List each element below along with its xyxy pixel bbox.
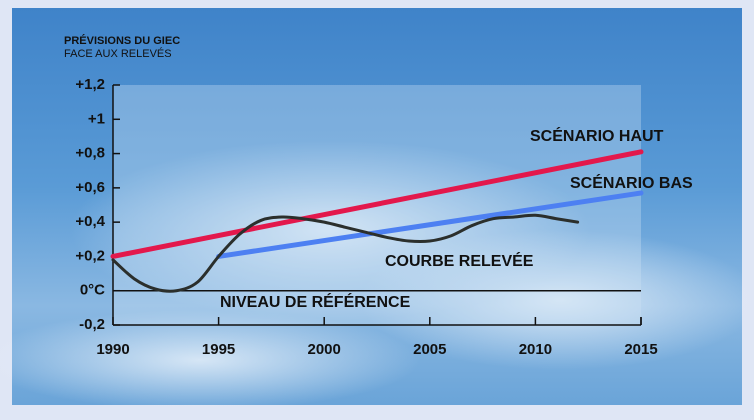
- y-tick-label: +0,4: [75, 213, 105, 230]
- x-tick-label: 2005: [413, 341, 446, 358]
- chart-title: PRÉVISIONS DU GIEC: [64, 34, 180, 47]
- y-tick-label: +1,2: [75, 76, 105, 93]
- x-tick-label: 1995: [202, 341, 235, 358]
- y-tick-label: +0,8: [75, 145, 105, 162]
- x-tick-label: 2015: [624, 341, 657, 358]
- x-tick-label: 2000: [308, 341, 341, 358]
- series-label: SCÉNARIO HAUT: [530, 126, 664, 145]
- x-tick-label: 1990: [96, 341, 129, 358]
- reference-label: NIVEAU DE RÉFÉRENCE: [220, 292, 411, 311]
- ice-texture: [360, 230, 754, 370]
- x-tick-label: 2010: [519, 341, 552, 358]
- y-tick-label: +1: [88, 110, 105, 127]
- series-label: SCÉNARIO BAS: [570, 173, 693, 192]
- series-line: [111, 213, 580, 293]
- y-tick-label: 0°C: [80, 282, 105, 299]
- series-line: [216, 190, 644, 259]
- series-line: [110, 149, 644, 259]
- y-tick-label: +0,2: [75, 247, 105, 264]
- y-tick-label: +0,6: [75, 179, 105, 196]
- chart-subtitle: FACE AUX RELEVÉS: [64, 47, 172, 60]
- y-tick-label: -0,2: [79, 316, 105, 333]
- series-label: COURBE RELEVÉE: [385, 251, 534, 270]
- ice-texture: [0, 310, 420, 410]
